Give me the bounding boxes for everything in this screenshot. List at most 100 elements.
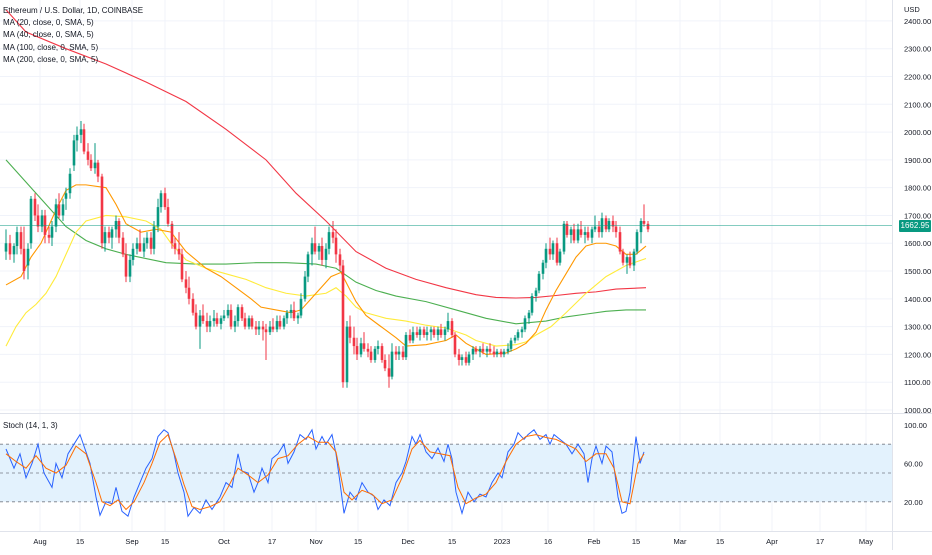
candle-body <box>57 204 61 216</box>
candle-body <box>541 262 545 274</box>
candle-body <box>310 243 314 255</box>
candle-body <box>289 309 293 313</box>
y-tick-label: 2000.00 <box>904 128 931 137</box>
candle-body <box>544 248 548 263</box>
candle-body <box>359 343 363 355</box>
candle-body <box>579 229 583 235</box>
ma-20-label[interactable]: MA (20, close, 0, SMA, 5) <box>3 18 94 28</box>
candle-body <box>271 326 275 330</box>
candle-body <box>397 351 401 355</box>
x-tick-label: Nov <box>309 537 323 546</box>
candle-body <box>530 296 534 313</box>
y-tick-label: 1100.00 <box>904 378 931 387</box>
candle-body <box>29 198 33 244</box>
x-tick-label: 15 <box>161 537 169 546</box>
candle-body <box>306 254 310 277</box>
candle-body <box>492 351 496 355</box>
x-tick-label: 15 <box>716 537 724 546</box>
candle-body <box>607 221 611 230</box>
candle-body <box>320 246 324 260</box>
candle-body <box>89 159 93 169</box>
candle-body <box>562 223 566 252</box>
candle-body <box>254 326 258 330</box>
ma-200-label[interactable]: MA (200, close, 0, SMA, 5) <box>3 54 99 64</box>
candle-body <box>418 329 422 335</box>
candle-body <box>79 129 83 135</box>
ma-40-label[interactable]: MA (40, close, 0, SMA, 5) <box>3 30 94 40</box>
candle-body <box>621 251 625 263</box>
candle-body <box>593 226 597 230</box>
candle-body <box>600 218 604 233</box>
candle-body <box>387 368 391 377</box>
candle-body <box>446 321 450 330</box>
candle-body <box>93 162 97 169</box>
candle-body <box>509 340 513 349</box>
stoch-d-line <box>5 433 645 511</box>
candle-body <box>506 348 510 352</box>
y-tick-label: 1600.00 <box>904 239 931 248</box>
candle-body <box>355 346 359 355</box>
candle-body <box>436 329 440 335</box>
candle-body <box>376 346 380 349</box>
currency-label: USD <box>904 5 920 14</box>
candle-body <box>236 307 240 322</box>
candle-body <box>128 259 132 277</box>
candle-body <box>632 251 636 266</box>
candle-body <box>156 207 160 227</box>
candle-body <box>474 348 478 352</box>
candle-body <box>439 329 443 335</box>
candle-body <box>72 140 76 166</box>
candle-body <box>135 243 139 249</box>
candle-body <box>313 243 317 252</box>
y-tick-label: 2400.00 <box>904 17 931 26</box>
candle-body <box>565 223 569 235</box>
candle-body <box>229 309 233 327</box>
x-tick-label: Apr <box>766 537 778 546</box>
candle-body <box>551 243 555 255</box>
candle-body <box>614 226 618 233</box>
candle-body <box>8 243 12 255</box>
candle-body <box>96 162 100 177</box>
x-tick-label: 15 <box>632 537 640 546</box>
x-tick-label: Mar <box>674 537 687 546</box>
ma-100-label[interactable]: MA (100, close, 0, SMA, 5) <box>3 42 99 52</box>
candle-body <box>639 221 643 233</box>
candle-body <box>471 348 475 355</box>
candle-body <box>586 232 590 238</box>
stoch-tick-label: 60.00 <box>904 459 923 468</box>
candle-body <box>642 221 646 224</box>
candle-body <box>425 332 429 335</box>
candle-body <box>215 318 219 324</box>
candle-body <box>411 332 415 341</box>
candle-body <box>149 237 153 249</box>
candle-body <box>324 248 328 260</box>
y-tick-label: 1500.00 <box>904 267 931 276</box>
candle-body <box>520 329 524 333</box>
candle-body <box>201 315 205 322</box>
symbol-title[interactable]: Ethereum / U.S. Dollar, 1D, COINBASE <box>3 6 144 15</box>
candle-body <box>138 243 142 252</box>
candle-body <box>43 215 47 235</box>
candle-body <box>243 318 247 327</box>
x-tick-label: Oct <box>218 537 231 546</box>
x-tick-label: Feb <box>588 537 601 546</box>
y-tick-label: 1000.00 <box>904 406 931 415</box>
candle-body <box>275 321 279 330</box>
candle-body <box>212 318 216 322</box>
candle-body <box>513 337 517 341</box>
candle-body <box>278 321 282 327</box>
x-tick-label: 2023 <box>494 537 511 546</box>
candle-body <box>282 318 286 327</box>
candle-body <box>499 351 503 355</box>
candle-body <box>47 234 51 238</box>
stochastic-label[interactable]: Stoch (14, 1, 3) <box>3 421 58 430</box>
candle-body <box>450 321 454 335</box>
candle-body <box>142 243 146 252</box>
candle-body <box>317 246 321 252</box>
candle-body <box>208 321 212 327</box>
candle-body <box>250 318 254 327</box>
y-tick-label: 1300.00 <box>904 323 931 332</box>
candle-body <box>485 348 489 352</box>
